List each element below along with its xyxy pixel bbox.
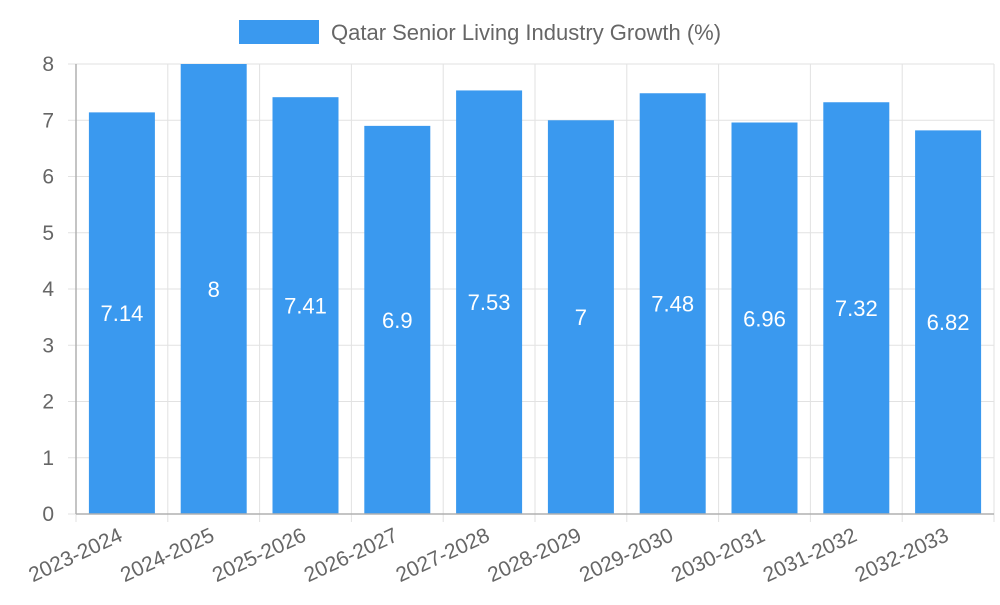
data-label: 7.53 [468, 290, 511, 315]
data-label: 7.48 [651, 292, 694, 317]
bar-2024-2025[interactable] [180, 64, 247, 514]
x-tick-label: 2031-2032 [760, 524, 861, 587]
y-tick-label: 5 [42, 222, 54, 245]
bar-2027-2028[interactable] [456, 90, 523, 514]
x-tick-label: 2025-2026 [209, 524, 310, 587]
x-tick-label: 2030-2031 [668, 524, 769, 587]
bar-2031-2032[interactable] [823, 102, 890, 514]
x-tick-label: 2029-2030 [576, 524, 677, 587]
bar-2026-2027[interactable] [364, 125, 431, 514]
x-tick-label: 2023-2024 [25, 524, 126, 587]
data-labels: 7.14 8 7.41 6.9 7.53 7 7.48 6.96 7.32 6.82 [100, 277, 969, 335]
x-tick-label: 2024-2025 [117, 524, 218, 587]
data-label: 7.14 [100, 301, 143, 326]
data-label: 7 [575, 305, 587, 330]
data-label: 7.32 [835, 296, 878, 321]
legend[interactable]: Qatar Senior Living Industry Growth (%) [239, 20, 721, 45]
y-tick-label: 0 [42, 503, 54, 526]
bar-2029-2030[interactable] [639, 93, 706, 514]
data-label: 6.96 [743, 306, 786, 331]
legend-label[interactable]: Qatar Senior Living Industry Growth (%) [331, 20, 721, 45]
y-tick-label: 3 [42, 334, 54, 357]
y-tick-label: 1 [42, 447, 54, 470]
y-tick-label: 2 [42, 391, 54, 414]
data-label: 8 [208, 277, 220, 302]
data-label: 6.9 [382, 308, 413, 333]
y-tick-label: 8 [42, 53, 54, 76]
y-tick-label: 4 [42, 278, 54, 301]
bar-2028-2029[interactable] [547, 120, 614, 514]
x-tick-label: 2032-2033 [851, 524, 952, 587]
y-tick-label: 6 [42, 166, 54, 189]
bar-2032-2033[interactable] [915, 130, 982, 514]
data-label: 7.41 [284, 294, 327, 319]
y-tick-label: 7 [42, 109, 54, 132]
bar-2025-2026[interactable] [272, 97, 339, 514]
x-tick-label: 2027-2028 [392, 524, 493, 587]
x-tick-label: 2028-2029 [484, 524, 585, 587]
bars [88, 64, 982, 515]
data-label: 6.82 [927, 310, 970, 335]
legend-swatch[interactable] [239, 20, 319, 44]
bar-2030-2031[interactable] [731, 122, 798, 515]
x-tick-label: 2026-2027 [301, 524, 402, 587]
bar-2023-2024[interactable] [88, 112, 155, 514]
